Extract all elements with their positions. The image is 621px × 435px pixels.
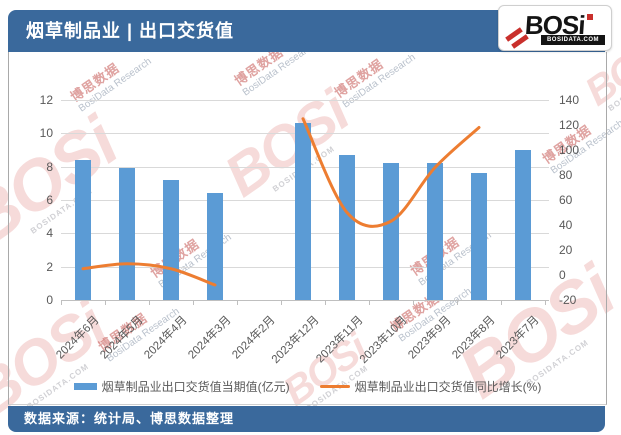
- x-axis-line: [61, 300, 549, 301]
- y-axis-left: 12 10 8 6 4 2 0: [15, 93, 53, 307]
- y-axis-right-tick-label: 120: [559, 118, 580, 132]
- x-axis-label: 2024年4月: [142, 314, 190, 362]
- bar: [295, 123, 311, 300]
- x-axis-label: 2024年5月: [98, 314, 146, 362]
- x-axis-tick-icon: [237, 301, 238, 305]
- y-axis-right-tick-label: 20: [559, 243, 573, 257]
- x-axis-tick-icon: [457, 301, 458, 305]
- x-axis-label: 2023年8月: [450, 314, 498, 362]
- x-axis-tick-icon: [325, 301, 326, 305]
- trend-line: [81, 117, 481, 287]
- y-axis-right-tick-label: 60: [559, 193, 573, 207]
- bar: [339, 155, 355, 300]
- legend-swatch-line-icon: [319, 385, 350, 388]
- y-axis-right-tick-label: -20: [559, 293, 577, 307]
- trend-line-segment: [81, 262, 217, 287]
- plot-area: [61, 100, 549, 305]
- x-axis-tick-icon: [193, 301, 194, 305]
- x-axis-tick-icon: [149, 301, 150, 305]
- x-axis-label: 2024年3月: [186, 314, 234, 362]
- y-axis-left-tick-label: 6: [46, 193, 53, 207]
- gridline: [61, 100, 549, 101]
- y-axis-left-tick-label: 10: [39, 126, 53, 141]
- bar: [207, 193, 223, 300]
- y-axis-right: 140 120 100 80 60 40 20 0 -20: [559, 93, 599, 307]
- x-axis-label: 2024年6月: [54, 314, 102, 362]
- bar: [119, 168, 135, 300]
- trend-line-segment: [301, 117, 481, 228]
- x-axis-tick-icon: [545, 301, 546, 305]
- brand-site: BOSIDATA.COM: [541, 35, 605, 45]
- x-axis-tick-icon: [105, 301, 106, 305]
- legend-label-bar: 烟草制品业出口交货值当期值(亿元): [101, 380, 290, 394]
- y-axis-right-tick-label: 100: [559, 143, 580, 157]
- legend-swatch-bar-icon: [73, 383, 97, 390]
- legend: 烟草制品业出口交货值当期值(亿元) 烟草制品业出口交货值同比增长(%): [9, 378, 606, 395]
- legend-item-line: 烟草制品业出口交货值同比增长(%): [319, 378, 542, 395]
- bar: [515, 150, 531, 300]
- y-axis-right-tick-label: 140: [559, 93, 580, 107]
- x-axis-tick-icon: [413, 301, 414, 305]
- y-axis-right-tick-label: 80: [559, 168, 573, 182]
- x-axis-label: 2023年7月: [494, 314, 542, 362]
- y-axis-right-tick-label: 40: [559, 218, 573, 232]
- x-axis-tick-icon: [501, 301, 502, 305]
- data-source: 数据来源：统计局、博思数据整理: [24, 411, 235, 426]
- bar: [471, 173, 487, 300]
- bar: [383, 163, 399, 300]
- y-axis-left-tick-label: 2: [46, 259, 53, 274]
- page-title: 烟草制品业 | 出口交货值: [26, 21, 235, 41]
- x-axis-label: 2023年9月: [406, 314, 454, 362]
- chart-panel: 12 10 8 6 4 2 0 140 120 100 80 60 40 20 0 -20 2024年6月 2…: [8, 52, 607, 405]
- x-axis-tick-icon: [281, 301, 282, 305]
- bar: [75, 160, 91, 300]
- x-axis-tick-icon: [61, 301, 62, 305]
- y-axis-left-tick-label: 4: [46, 226, 53, 241]
- bar: [427, 163, 443, 300]
- x-axis-labels: 2024年6月 2024年5月 2024年4月 2024年3月 2024年2月 2023年…: [54, 306, 561, 376]
- brand-logo[interactable]: BOSi BOSIDATA.COM: [498, 5, 612, 51]
- logo-dot-icon: [587, 14, 593, 20]
- legend-item-bar: 烟草制品业出口交货值当期值(亿元): [73, 378, 290, 395]
- y-axis-left-tick-label: 8: [46, 159, 53, 174]
- legend-label-line: 烟草制品业出口交货值同比增长(%): [354, 380, 542, 394]
- y-axis-right-tick-label: 0: [559, 268, 566, 282]
- x-axis-tick-icon: [369, 301, 370, 305]
- footer-bar: 数据来源：统计局、博思数据整理: [8, 406, 605, 432]
- y-axis-left-tick-label: 0: [46, 293, 53, 307]
- y-axis-left-tick-label: 12: [39, 93, 53, 107]
